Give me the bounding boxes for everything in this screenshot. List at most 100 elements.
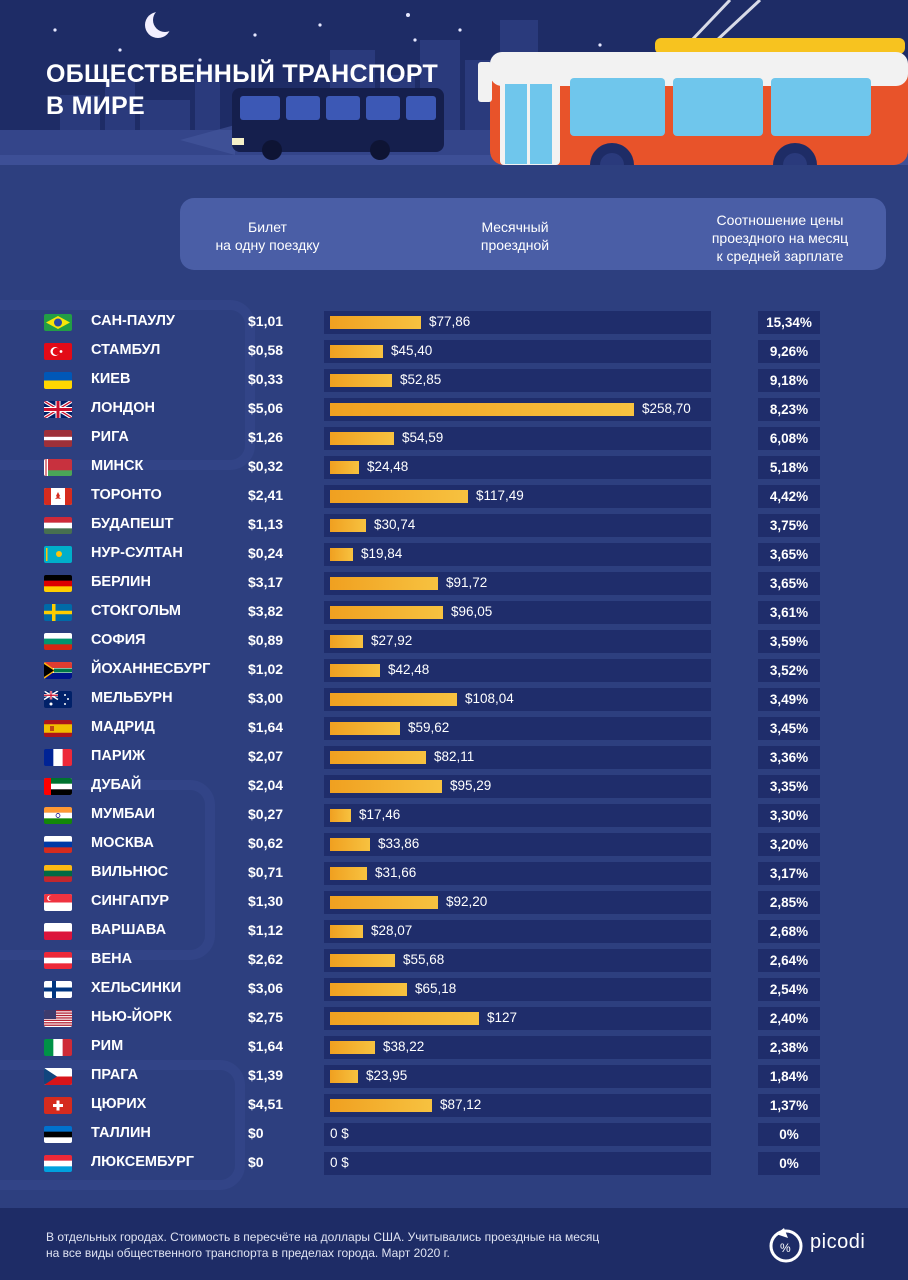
- bar-track: $127: [324, 1007, 711, 1030]
- ticket-price: $3,17: [248, 574, 284, 590]
- ticket-price: $0: [248, 1125, 264, 1141]
- ratio-value: 3,35%: [769, 779, 809, 794]
- ratio-cell: 15,34%: [758, 311, 820, 334]
- ratio-value: 3,20%: [769, 837, 809, 852]
- bar-track: $38,22: [324, 1036, 711, 1059]
- ticket-price: $2,41: [248, 487, 284, 503]
- ticket-header-line: Билет: [248, 219, 287, 235]
- monthly-pass-bar: [330, 983, 407, 996]
- bar-track: $77,86: [324, 311, 711, 334]
- ratio-value: 3,65%: [769, 576, 809, 591]
- table-row: ХЕЛЬСИНКИ $3,06 $65,18 2,54%: [0, 977, 908, 1001]
- table-row: ПАРИЖ $2,07 $82,11 3,36%: [0, 745, 908, 769]
- monthly-pass-bar: [330, 606, 443, 619]
- bar-track: $108,04: [324, 688, 711, 711]
- table-row: РИМ $1,64 $38,22 2,38%: [0, 1035, 908, 1059]
- bar-track: $27,92: [324, 630, 711, 653]
- ratio-value: 6,08%: [769, 431, 809, 446]
- ticket-price: $1,02: [248, 661, 284, 677]
- city-name: СТОКГОЛЬМ: [91, 603, 181, 619]
- city-name: ДУБАЙ: [91, 777, 142, 793]
- city-name: РИМ: [91, 1038, 124, 1054]
- picodi-logo: % picodi: [766, 1224, 886, 1264]
- monthly-pass-label: $38,22: [383, 1039, 425, 1054]
- ticket-price: $0,27: [248, 806, 284, 822]
- ratio-value: 1,37%: [769, 1098, 809, 1113]
- table-row: НЬЮ-ЙОРК $2,75 $127 2,40%: [0, 1006, 908, 1030]
- ticket-column-header: Билет на одну поездку: [200, 218, 335, 254]
- belarus-flag-icon: [44, 459, 72, 476]
- ticket-price: $0,32: [248, 458, 284, 474]
- monthly-header-line: проездной: [480, 237, 550, 253]
- switzerland-flag-icon: [44, 1097, 72, 1114]
- city-name: ВИЛЬНЮС: [91, 864, 169, 880]
- ratio-value: 3,75%: [769, 518, 809, 533]
- city-name: ВЕНА: [91, 951, 133, 967]
- city-name: НУР-СУЛТАН: [91, 545, 183, 561]
- city-name: НЬЮ-ЙОРК: [91, 1009, 172, 1025]
- city-name: РИГА: [91, 429, 129, 445]
- bar-track: $258,70: [324, 398, 711, 421]
- ratio-value: 9,18%: [769, 373, 809, 388]
- ticket-price: $0: [248, 1154, 264, 1170]
- ratio-cell: 8,23%: [758, 398, 820, 421]
- ratio-cell: 1,84%: [758, 1065, 820, 1088]
- city-name: МИНСК: [91, 458, 144, 474]
- monthly-pass-bar: [330, 403, 634, 416]
- ratio-cell: 9,26%: [758, 340, 820, 363]
- ratio-value: 2,54%: [769, 982, 809, 997]
- footnote-line: на все виды общественного транспорта в п…: [46, 1246, 450, 1260]
- table-row: БУДАПЕШТ $1,13 $30,74 3,75%: [0, 513, 908, 537]
- city-name: БУДАПЕШТ: [91, 516, 174, 532]
- bar-track: $52,85: [324, 369, 711, 392]
- ticket-price: $1,26: [248, 429, 284, 445]
- singapore-flag-icon: [44, 894, 72, 911]
- ratio-value: 3,45%: [769, 721, 809, 736]
- turkey-flag-icon: [44, 343, 72, 360]
- city-name: ЛЮКСЕМБУРГ: [91, 1154, 194, 1170]
- monthly-pass-label: $92,20: [446, 894, 488, 909]
- ticket-price: $0,58: [248, 342, 284, 358]
- bar-track: $31,66: [324, 862, 711, 885]
- background-transport-silhouettes: [0, 300, 255, 1190]
- sweden-flag-icon: [44, 604, 72, 621]
- bar-track: $87,12: [324, 1094, 711, 1117]
- ratio-cell: 3,65%: [758, 543, 820, 566]
- ticket-price: $1,64: [248, 1038, 284, 1054]
- ratio-value: 3,59%: [769, 634, 809, 649]
- ratio-column-header: Соотношение цены проездного на месяц к с…: [685, 211, 875, 265]
- ratio-value: 3,61%: [769, 605, 809, 620]
- poland-flag-icon: [44, 923, 72, 940]
- bar-track: $28,07: [324, 920, 711, 943]
- finland-flag-icon: [44, 981, 72, 998]
- column-header-panel: Билет на одну поездку Месячный проездной…: [180, 198, 886, 270]
- monthly-pass-bar: [330, 896, 438, 909]
- monthly-pass-bar: [330, 1099, 432, 1112]
- table-row: НУР-СУЛТАН $0,24 $19,84 3,65%: [0, 542, 908, 566]
- ratio-cell: 0%: [758, 1123, 820, 1146]
- table-row: БЕРЛИН $3,17 $91,72 3,65%: [0, 571, 908, 595]
- table-row: ЛОНДОН $5,06 $258,70 8,23%: [0, 397, 908, 421]
- city-name: ЦЮРИХ: [91, 1096, 147, 1112]
- ticket-price: $3,82: [248, 603, 284, 619]
- monthly-pass-label: $28,07: [371, 923, 413, 938]
- city-name: МОСКВА: [91, 835, 154, 851]
- bar-track: $95,29: [324, 775, 711, 798]
- table-row: КИЕВ $0,33 $52,85 9,18%: [0, 368, 908, 392]
- ratio-cell: 3,45%: [758, 717, 820, 740]
- uk-flag-icon: [44, 401, 72, 418]
- ratio-value: 3,49%: [769, 692, 809, 707]
- city-name: МАДРИД: [91, 719, 155, 735]
- title-line-1: ОБЩЕСТВЕННЫЙ ТРАНСПОРТ: [46, 60, 439, 88]
- ratio-cell: 2,38%: [758, 1036, 820, 1059]
- monthly-pass-bar: [330, 664, 380, 677]
- ticket-price: $1,64: [248, 719, 284, 735]
- monthly-column-header: Месячный проездной: [435, 218, 595, 254]
- ratio-cell: 2,54%: [758, 978, 820, 1001]
- ticket-price: $1,01: [248, 313, 284, 329]
- table-row: СИНГАПУР $1,30 $92,20 2,85%: [0, 890, 908, 914]
- ratio-cell: 4,42%: [758, 485, 820, 508]
- table-row: МАДРИД $1,64 $59,62 3,45%: [0, 716, 908, 740]
- ticket-price: $5,06: [248, 400, 284, 416]
- bar-track: $54,59: [324, 427, 711, 450]
